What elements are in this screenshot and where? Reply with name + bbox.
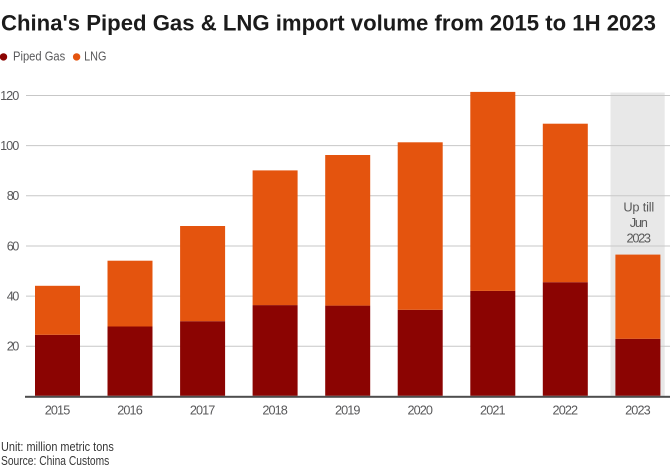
svg-text:Source: China Customs: Source: China Customs bbox=[1, 454, 109, 468]
svg-text:2021: 2021 bbox=[480, 403, 506, 417]
svg-text:100: 100 bbox=[0, 139, 19, 153]
svg-text:80: 80 bbox=[7, 189, 20, 203]
svg-text:2016: 2016 bbox=[117, 403, 143, 417]
svg-text:2019: 2019 bbox=[335, 403, 361, 417]
svg-text:2020: 2020 bbox=[407, 403, 433, 417]
svg-text:2017: 2017 bbox=[190, 403, 216, 417]
svg-text:Jun: Jun bbox=[630, 215, 648, 230]
svg-text:Up till: Up till bbox=[623, 200, 654, 215]
svg-text:2015: 2015 bbox=[45, 403, 71, 417]
svg-text:China's Piped Gas & LNG import: China's Piped Gas & LNG import volume fr… bbox=[1, 11, 656, 36]
svg-text:20: 20 bbox=[7, 340, 20, 354]
svg-text:2018: 2018 bbox=[262, 403, 288, 417]
svg-text:LNG: LNG bbox=[84, 49, 106, 63]
svg-text:2023: 2023 bbox=[625, 403, 651, 417]
svg-text:Piped Gas: Piped Gas bbox=[13, 49, 65, 63]
svg-text:2022: 2022 bbox=[553, 403, 579, 417]
svg-text:60: 60 bbox=[7, 239, 20, 253]
svg-text:Unit: million metric tons: Unit: million metric tons bbox=[1, 440, 114, 454]
svg-text:120: 120 bbox=[0, 89, 19, 103]
svg-text:2023: 2023 bbox=[627, 231, 652, 246]
svg-text:40: 40 bbox=[7, 290, 20, 304]
